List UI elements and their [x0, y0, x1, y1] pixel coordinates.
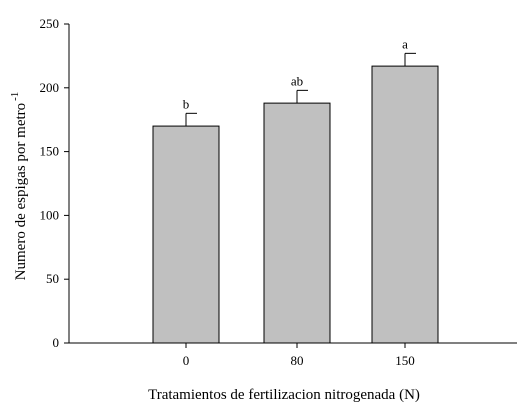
y-axis-title-superscript: -1: [9, 92, 21, 101]
plot-area: 0 50 100 150 200 250 b ab a 0 80 150: [40, 16, 517, 368]
y-axis-title-text: Numero de espigas por metro: [13, 103, 29, 280]
y-axis-ticks: 0 50 100 150 200 250: [40, 16, 69, 350]
x-axis-title: Tratamientos de fertilizacion nitrogenad…: [148, 387, 420, 403]
y-tick-label: 150: [40, 144, 60, 159]
bar-150: [371, 65, 439, 344]
y-tick-label: 200: [40, 80, 60, 95]
significance-label: ab: [291, 73, 303, 88]
significance-label: a: [402, 36, 408, 51]
x-tick-label: 0: [183, 353, 190, 368]
y-axis-title: Numero de espigas por metro -1: [9, 92, 29, 281]
bars: b ab a: [152, 36, 439, 344]
bar-0: [152, 125, 220, 344]
x-tick-label: 150: [395, 353, 415, 368]
significance-label: b: [183, 96, 190, 111]
bar-80: [263, 102, 331, 344]
y-tick-label: 250: [40, 16, 60, 31]
y-tick-label: 100: [40, 207, 60, 222]
x-axis-ticks: 0 80 150: [183, 343, 415, 368]
y-tick-label: 50: [46, 271, 59, 286]
y-tick-label: 0: [53, 335, 60, 350]
x-tick-label: 80: [291, 353, 304, 368]
